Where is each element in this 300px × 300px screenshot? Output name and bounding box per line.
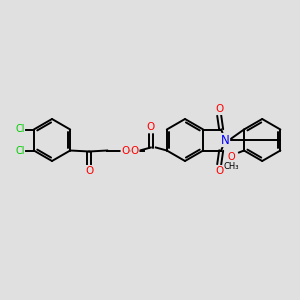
Text: O: O	[227, 152, 235, 163]
Text: O: O	[147, 122, 155, 133]
Text: O: O	[85, 166, 93, 176]
Text: CH₃: CH₃	[223, 162, 239, 171]
Text: Cl: Cl	[15, 146, 25, 155]
Text: N: N	[221, 134, 230, 146]
Text: O: O	[215, 104, 223, 115]
Text: O: O	[215, 166, 223, 176]
Text: O: O	[131, 146, 139, 155]
Text: Cl: Cl	[15, 124, 25, 134]
Text: O: O	[121, 146, 129, 155]
